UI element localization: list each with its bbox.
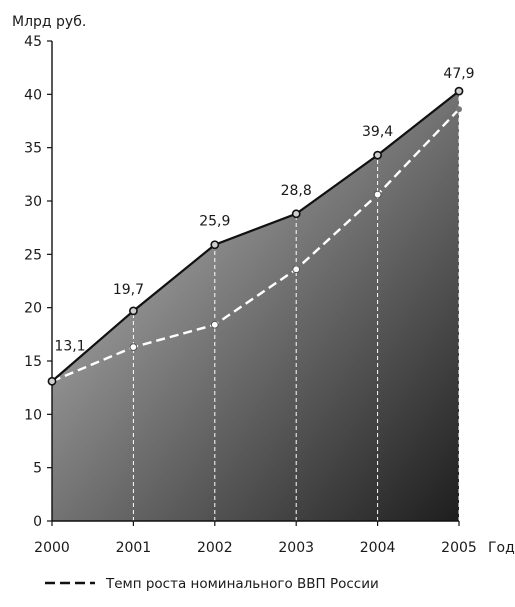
data-label: 47,9 xyxy=(443,66,474,82)
y-tick-label: 10 xyxy=(24,407,42,423)
y-tick-label: 5 xyxy=(33,461,42,477)
x-axis-title: Год xyxy=(488,540,515,556)
y-axis-title: Млрд руб. xyxy=(12,14,86,30)
x-tick-label: 2000 xyxy=(34,540,70,556)
dashed-series-line xyxy=(51,108,460,383)
data-label: 28,8 xyxy=(281,183,312,199)
dashed-series-point xyxy=(210,320,219,329)
x-tick-label: 2005 xyxy=(441,540,477,556)
y-tick-label: 20 xyxy=(24,301,42,317)
main-series-point xyxy=(291,209,301,219)
y-tick-label: 45 xyxy=(24,34,42,50)
y-tick-label: 15 xyxy=(24,354,42,370)
data-label: 25,9 xyxy=(199,214,230,230)
data-label: 13,1 xyxy=(54,338,85,354)
x-tick-label: 2004 xyxy=(360,540,396,556)
dashed-series-point xyxy=(456,106,462,113)
main-series-point xyxy=(47,376,57,386)
legend-label: Темп роста номинального ВВП России xyxy=(105,576,379,592)
y-tick-label: 35 xyxy=(24,141,42,157)
dashed-series-point xyxy=(373,190,382,199)
main-series-line xyxy=(51,90,460,383)
y-tick-label: 30 xyxy=(24,194,42,210)
plot-area: 0 5 10 15 20 25 30 35 40 45 2000 2001 2002 2003 2004 20… xyxy=(24,34,477,556)
x-tick-label: 2002 xyxy=(197,540,233,556)
data-label: 19,7 xyxy=(113,282,144,298)
x-tick-label: 2003 xyxy=(278,540,314,556)
data-label: 39,4 xyxy=(362,124,393,140)
main-series-point xyxy=(454,86,464,96)
x-tick-label: 2001 xyxy=(116,540,152,556)
dashed-series-point xyxy=(292,265,301,274)
main-series-point xyxy=(128,306,138,316)
main-series-point xyxy=(210,240,220,250)
y-tick-label: 0 xyxy=(33,514,42,530)
dashed-series-point xyxy=(129,343,138,352)
y-tick-label: 40 xyxy=(24,87,42,103)
main-series-point xyxy=(373,150,382,160)
area-fill xyxy=(52,91,459,521)
y-tick-label: 25 xyxy=(24,247,42,263)
